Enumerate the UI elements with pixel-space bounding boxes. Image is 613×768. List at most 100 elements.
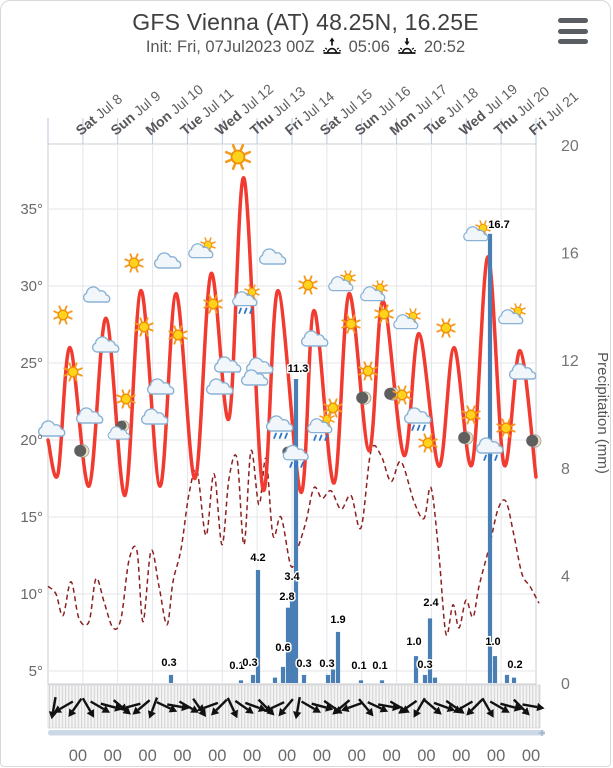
wind-arrow-shaft (81, 697, 92, 712)
sun-ray (349, 270, 352, 275)
sun-ray (355, 319, 361, 323)
wind-arrow-shaft (71, 697, 83, 712)
wind-arrow-shaft (337, 699, 351, 711)
sunset-time: 20:52 (423, 37, 466, 56)
sun-ray (68, 376, 72, 382)
hour-label: 00 (487, 747, 505, 765)
wind-arrow (178, 700, 199, 713)
precip-tick-label: 0 (561, 676, 570, 693)
wind-arrow-shaft (367, 701, 382, 710)
menu-button[interactable] (558, 18, 588, 44)
sun-ray (64, 305, 68, 311)
sun-disc (172, 329, 184, 341)
precip-bar (379, 680, 385, 683)
precip-bar (413, 656, 419, 683)
precip-value-label: 1.9 (330, 614, 345, 626)
sun-disc (327, 402, 339, 414)
precip-value-label: 0.3 (161, 657, 176, 669)
wind-arrow-shaft (150, 697, 159, 713)
sun-ray (58, 319, 62, 325)
sun-ray (363, 361, 367, 367)
sun-ray (358, 366, 364, 370)
sun-disc (378, 308, 390, 320)
wind-arrow (90, 700, 111, 713)
sun-ray (346, 328, 350, 334)
sun-ray (319, 415, 324, 418)
wind-arrow-head (230, 709, 238, 719)
sun-ray (211, 241, 216, 244)
sun-ray (244, 158, 252, 164)
sun-core (461, 405, 481, 425)
mooncloud-icon (107, 420, 131, 440)
sun-disc (120, 393, 132, 405)
cloud-icon (75, 407, 104, 424)
moon-icon (356, 391, 372, 405)
sun-ray (121, 389, 125, 395)
sun-ray (309, 275, 313, 281)
precip-value-label: 0.1 (229, 660, 244, 672)
hour-label: 00 (243, 747, 261, 765)
hour-label: 00 (522, 747, 540, 765)
sun-ray (173, 339, 177, 345)
cloud-shape (328, 276, 354, 292)
sun-ray (521, 307, 526, 310)
sun-ray (409, 308, 412, 313)
sun-ray (369, 375, 373, 381)
hour-label: 00 (348, 747, 366, 765)
sun-ray (423, 447, 427, 453)
sun-ray (479, 220, 482, 225)
sun-ray (77, 373, 83, 377)
rain-drop (494, 454, 498, 461)
sun-ray (447, 332, 451, 338)
scrollbar[interactable] (48, 730, 545, 736)
cloud-shape (300, 330, 329, 347)
wind-arrow (293, 696, 302, 720)
sun-ray (231, 143, 237, 151)
wind-arrow-head (341, 704, 350, 712)
wind-arrow-head (433, 706, 442, 715)
sun-ray (352, 328, 356, 334)
precip-value-label: 0.3 (242, 657, 257, 669)
hamburger-icon (558, 39, 588, 44)
wind-arrow-shaft (311, 702, 327, 709)
sun-ray (501, 432, 505, 438)
sun-ray (341, 325, 347, 329)
sun-ray (418, 438, 424, 442)
precip-bar (432, 677, 438, 683)
wind-arrow-head (190, 705, 199, 713)
sun-icon (298, 275, 318, 295)
wind-arrow-shaft (156, 701, 171, 710)
cloud-shape (146, 378, 175, 395)
wind-arrow (147, 697, 159, 719)
sun-ray (148, 328, 154, 332)
precip-value-label: 0.3 (319, 658, 334, 670)
cloud-shape (393, 314, 419, 330)
sun-ray (450, 323, 456, 327)
sun-ray (168, 336, 174, 340)
precip-value-label: 0.1 (372, 660, 387, 672)
wind-arrow-shaft (90, 700, 105, 711)
sun-ray (379, 304, 383, 310)
sun-ray (214, 294, 218, 300)
sun-icon (374, 304, 394, 324)
wind-arrow (358, 698, 374, 717)
sun-icon (124, 253, 144, 273)
wind-arrow (210, 698, 228, 716)
sun-ray (334, 398, 338, 404)
sun-ray (135, 253, 139, 259)
cloud-shape (245, 357, 274, 374)
sun-ray (429, 433, 433, 439)
rain-drop (238, 307, 242, 314)
sun-icon (224, 143, 252, 171)
precip-bar (504, 674, 510, 683)
sun-ray (148, 322, 154, 326)
sun-ray (521, 312, 526, 315)
sun-core (392, 385, 412, 405)
wind-arrow-shaft (295, 696, 301, 713)
suncloud-icon (393, 308, 421, 330)
sun-disc (500, 422, 512, 434)
sun-core (53, 305, 73, 325)
sun-ray (203, 305, 209, 309)
wind-arrow-head (278, 707, 287, 717)
